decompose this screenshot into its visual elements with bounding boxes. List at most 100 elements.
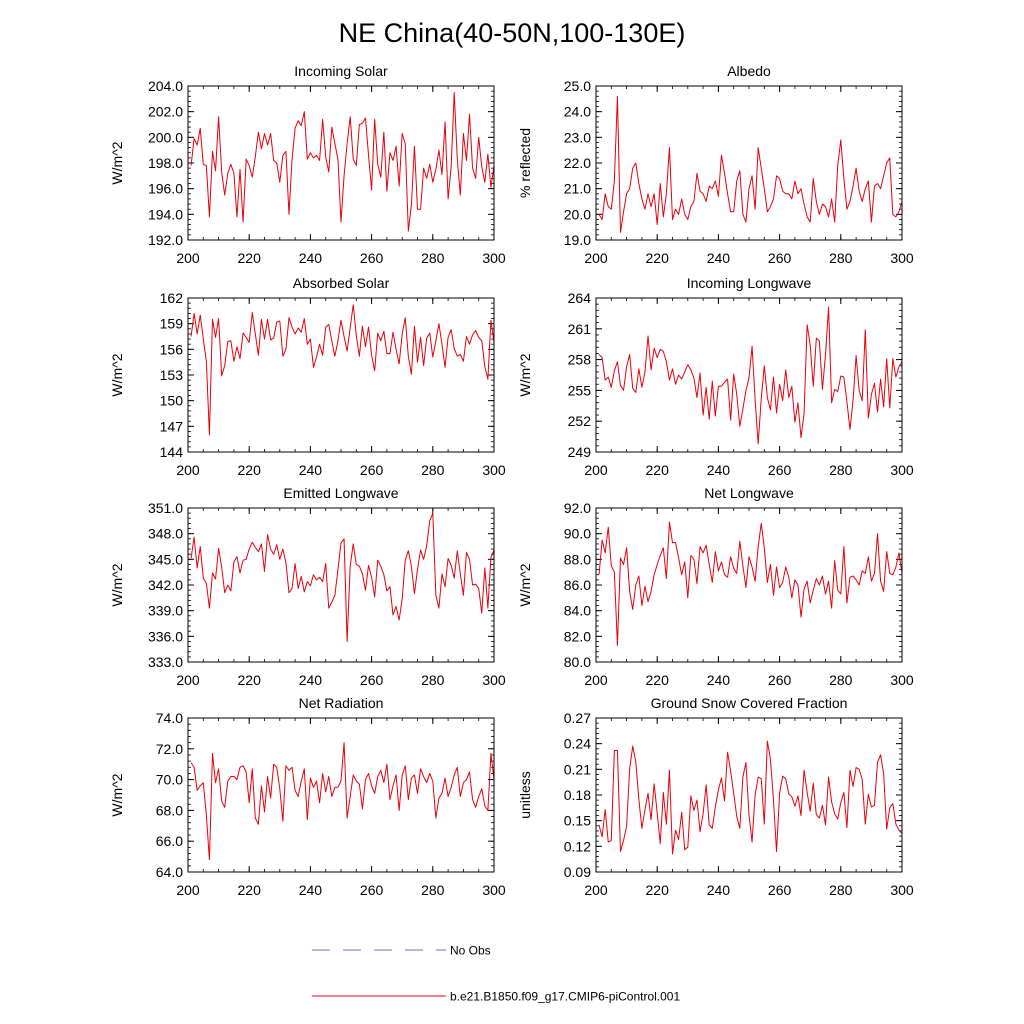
absorbed-solar-xtick-label: 240 [299,462,323,478]
net-longwave-xtick-label: 300 [890,672,914,688]
net-radiation-ytick-label: 64.0 [156,864,183,880]
ground-snow-covered-fraction-ytick-label: 0.24 [564,736,591,752]
net-longwave-ytick-label: 82.0 [564,628,591,644]
incoming-longwave-frame [595,297,903,453]
emitted-longwave-ytick-label: 342.0 [148,577,183,593]
legend-obs-label: No Obs [450,944,491,958]
ground-snow-covered-fraction-ytick-label: 0.21 [564,761,591,777]
incoming-longwave-ytick-label: 258 [568,352,592,368]
net-longwave-ytick-label: 80.0 [564,654,591,670]
emitted-longwave-ytick-label: 339.0 [148,603,183,619]
panels: Incoming Solar W/m^2 200 220 240 260 280 300 192… [109,63,914,898]
emitted-longwave-ylabel: W/m^2 [109,563,125,606]
panel-net-radiation: Net Radiation W/m^2 200 220 240 260 280 300 64.0… [109,695,506,898]
ground-snow-covered-fraction-title: Ground Snow Covered Fraction [651,695,848,711]
albedo-xtick-label: 280 [829,250,853,266]
net-longwave-xtick-label: 200 [584,672,608,688]
net-radiation-xtick-label: 200 [176,882,200,898]
absorbed-solar-ytick-label: 153 [160,367,184,383]
net-radiation-xtick-label: 220 [238,882,262,898]
ground-snow-covered-fraction-xtick-label: 220 [646,882,670,898]
absorbed-solar-xtick-label: 300 [482,462,506,478]
absorbed-solar-series-line [190,304,495,436]
incoming-solar-xtick-label: 200 [176,250,200,266]
incoming-solar-xtick-label: 300 [482,250,506,266]
incoming-longwave-xtick-label: 280 [829,462,853,478]
emitted-longwave-ytick-label: 351.0 [148,500,183,516]
incoming-longwave-xtick-label: 220 [646,462,670,478]
absorbed-solar-ytick-label: 144 [160,444,184,460]
incoming-solar-ytick-label: 194.0 [148,206,183,222]
emitted-longwave-xtick-label: 200 [176,672,200,688]
albedo-ytick-label: 22.0 [564,155,591,171]
emitted-longwave-xtick-label: 300 [482,672,506,688]
figure-title: NE China(40-50N,100-130E) [339,18,686,48]
albedo-ytick-label: 20.0 [564,206,591,222]
albedo-xtick-label: 240 [707,250,731,266]
incoming-solar-xtick-label: 240 [299,250,323,266]
net-radiation-ytick-label: 70.0 [156,772,183,788]
net-radiation-xtick-label: 300 [482,882,506,898]
albedo-ylabel: % reflected [517,128,533,198]
emitted-longwave-ytick-label: 348.0 [148,526,183,542]
ground-snow-covered-fraction-ytick-label: 0.15 [564,813,591,829]
ground-snow-covered-fraction-xtick-label: 280 [829,882,853,898]
incoming-solar-ytick-label: 202.0 [148,104,183,120]
incoming-longwave-ytick-label: 249 [568,444,592,460]
legend: No Obs b.e21.B1850.f09_g17.CMIP6-piContr… [312,944,680,1004]
emitted-longwave-xtick-label: 280 [421,672,445,688]
net-longwave-xtick-label: 280 [829,672,853,688]
incoming-solar-xtick-label: 260 [360,250,384,266]
absorbed-solar-xtick-label: 260 [360,462,384,478]
incoming-longwave-xtick-label: 260 [768,462,792,478]
albedo-frame [595,85,903,241]
incoming-solar-ytick-label: 198.0 [148,155,183,171]
absorbed-solar-xtick-label: 280 [421,462,445,478]
absorbed-solar-ytick-label: 162 [160,290,184,306]
net-radiation-xtick-label: 280 [421,882,445,898]
ground-snow-covered-fraction-ytick-label: 0.12 [564,838,591,854]
net-radiation-ytick-label: 66.0 [156,833,183,849]
absorbed-solar-ytick-label: 159 [160,316,184,332]
incoming-solar-xtick-label: 220 [238,250,262,266]
net-longwave-ylabel: W/m^2 [517,563,533,606]
net-longwave-ytick-label: 88.0 [564,551,591,567]
incoming-solar-ytick-label: 204.0 [148,78,183,94]
albedo-ytick-label: 25.0 [564,78,591,94]
panel-emitted-longwave: Emitted Longwave W/m^2 200 220 240 260 280 300 3… [109,485,506,688]
ground-snow-covered-fraction-ytick-label: 0.18 [564,787,591,803]
albedo-ytick-label: 21.0 [564,181,591,197]
absorbed-solar-frame [187,297,495,453]
ground-snow-covered-fraction-xtick-label: 240 [707,882,731,898]
net-radiation-xtick-label: 240 [299,882,323,898]
net-longwave-ytick-label: 86.0 [564,577,591,593]
albedo-title: Albedo [727,63,771,79]
absorbed-solar-xtick-label: 220 [238,462,262,478]
emitted-longwave-xtick-label: 260 [360,672,384,688]
emitted-longwave-series-line [190,512,495,642]
net-radiation-ytick-label: 74.0 [156,710,183,726]
incoming-solar-series-line [190,91,495,232]
panel-absorbed-solar: Absorbed Solar W/m^2 200 220 240 260 280 300 144… [109,275,506,478]
legend-model-label: b.e21.B1850.f09_g17.CMIP6-piControl.001 [450,990,680,1004]
incoming-solar-ytick-label: 192.0 [148,232,183,248]
emitted-longwave-xtick-label: 220 [238,672,262,688]
panel-net-longwave: Net Longwave W/m^2 200 220 240 260 280 300 80.0 8… [517,485,914,688]
panel-albedo: Albedo % reflected 200 220 240 260 280 300 19.0 2… [517,63,914,266]
net-radiation-title: Net Radiation [299,695,384,711]
albedo-xtick-label: 300 [890,250,914,266]
net-longwave-xtick-label: 220 [646,672,670,688]
net-longwave-xtick-label: 240 [707,672,731,688]
incoming-longwave-ylabel: W/m^2 [517,353,533,396]
panel-incoming-longwave: Incoming Longwave W/m^2 200 220 240 260 280 300… [517,275,914,478]
incoming-solar-xtick-label: 280 [421,250,445,266]
ground-snow-covered-fraction-xtick-label: 200 [584,882,608,898]
albedo-ytick-label: 24.0 [564,104,591,120]
incoming-solar-ytick-label: 200.0 [148,129,183,145]
emitted-longwave-ytick-label: 333.0 [148,654,183,670]
emitted-longwave-title: Emitted Longwave [283,485,398,501]
emitted-longwave-frame [187,507,495,663]
ground-snow-covered-fraction-ytick-label: 0.09 [564,864,591,880]
absorbed-solar-ytick-label: 156 [160,341,184,357]
net-longwave-series-line [598,521,903,646]
